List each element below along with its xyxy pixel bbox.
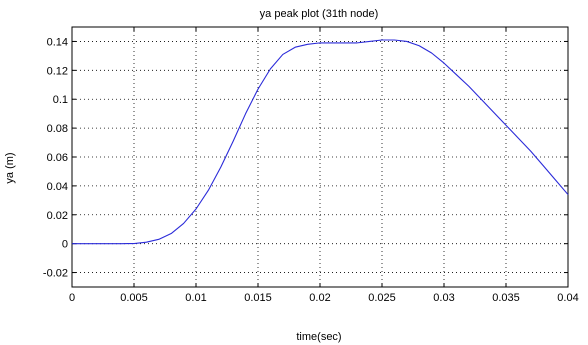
x-axis-label: time(sec) xyxy=(296,331,341,343)
x-tick-label: 0.015 xyxy=(244,292,272,304)
y-tick-label: 0 xyxy=(62,239,68,251)
x-tick-label: 0.035 xyxy=(492,292,520,304)
y-tick-label: 0.08 xyxy=(47,123,68,135)
chart-title: ya peak plot (31th node) xyxy=(260,8,379,20)
x-tick-label: 0.02 xyxy=(309,292,330,304)
x-tick-label: 0.03 xyxy=(433,292,454,304)
x-tick-label: 0 xyxy=(69,292,75,304)
y-tick-label: 0.14 xyxy=(47,36,68,48)
y-tick-label: 0.12 xyxy=(47,65,68,77)
tick-layer: 0 0.005 0.01 0.015 0.02 0.025 0.03 0.035 0.04 -0.… xyxy=(43,27,579,304)
x-tick-label: 0.025 xyxy=(368,292,396,304)
y-axis-label: ya (m) xyxy=(4,152,16,183)
y-tick-label: 0.1 xyxy=(53,94,68,106)
series-layer xyxy=(72,39,569,245)
grid-layer xyxy=(71,27,569,287)
y-tick-label: 0.06 xyxy=(47,152,68,164)
x-tick-label: 0.04 xyxy=(557,292,578,304)
y-tick-label: 0.04 xyxy=(47,181,68,193)
x-tick-label: 0.01 xyxy=(185,292,206,304)
series-line xyxy=(72,39,569,245)
x-tick-label: 0.005 xyxy=(120,292,148,304)
y-tick-label: 0.02 xyxy=(47,210,68,222)
y-tick-label: -0.02 xyxy=(43,268,68,280)
